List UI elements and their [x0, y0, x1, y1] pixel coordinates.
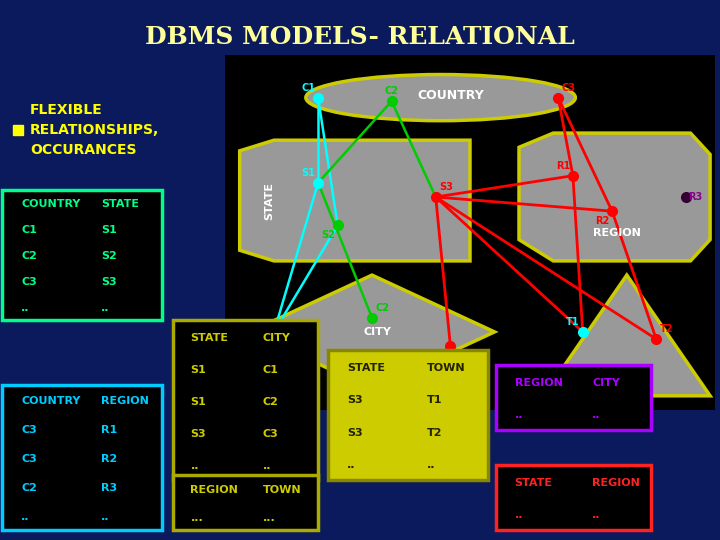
- Bar: [496, 465, 651, 530]
- Bar: [496, 365, 651, 430]
- Text: S1: S1: [102, 225, 117, 235]
- Text: C3: C3: [21, 425, 37, 435]
- Text: C2: C2: [21, 251, 37, 261]
- Text: R3: R3: [102, 483, 117, 493]
- Text: C3: C3: [454, 351, 467, 361]
- Text: REGION: REGION: [515, 378, 562, 388]
- Text: S2: S2: [102, 251, 117, 261]
- Text: ..: ..: [21, 512, 30, 522]
- Text: COUNTRY: COUNTRY: [21, 199, 81, 210]
- Text: R2: R2: [595, 216, 609, 226]
- Text: CITY: CITY: [363, 327, 391, 337]
- Text: ..: ..: [515, 410, 523, 420]
- Text: STATE: STATE: [515, 478, 553, 488]
- Text: C1: C1: [263, 364, 279, 375]
- Bar: [2, 190, 162, 320]
- Text: C2: C2: [21, 483, 37, 493]
- Text: C3: C3: [561, 83, 575, 92]
- Text: DBMS MODELS- RELATIONAL: DBMS MODELS- RELATIONAL: [145, 25, 575, 49]
- Text: C2: C2: [375, 303, 389, 313]
- Bar: [2, 385, 162, 530]
- Text: TOWN: TOWN: [608, 369, 646, 380]
- Bar: [328, 350, 488, 480]
- Text: REGION: REGION: [190, 485, 238, 495]
- Text: ..: ..: [427, 461, 436, 470]
- Text: ..: ..: [102, 303, 109, 313]
- Text: C3: C3: [21, 278, 37, 287]
- Text: S1: S1: [301, 168, 315, 178]
- Text: COUNTRY: COUNTRY: [21, 396, 81, 406]
- Text: REGION: REGION: [593, 228, 641, 238]
- Polygon shape: [519, 133, 710, 261]
- Text: S3: S3: [347, 395, 363, 406]
- Text: C3: C3: [21, 454, 37, 464]
- Text: R3: R3: [688, 192, 703, 202]
- Text: REDUNDANCY: REDUNDANCY: [30, 203, 139, 217]
- Text: STATE: STATE: [347, 363, 385, 373]
- Text: STATE: STATE: [102, 199, 139, 210]
- Ellipse shape: [306, 75, 575, 120]
- Text: STATE: STATE: [264, 181, 274, 220]
- Text: ...: ...: [190, 512, 203, 523]
- Text: C1: C1: [257, 337, 271, 347]
- Text: ...: ...: [263, 512, 276, 523]
- Polygon shape: [240, 140, 470, 261]
- Text: TOWN: TOWN: [427, 363, 466, 373]
- Text: TOWN: TOWN: [263, 485, 302, 495]
- Bar: [225, 55, 715, 410]
- Text: ..: ..: [347, 461, 356, 470]
- Text: ..: ..: [190, 461, 199, 470]
- Text: R2: R2: [102, 454, 117, 464]
- Text: T2: T2: [427, 428, 443, 438]
- Text: COUNTRY: COUNTRY: [417, 89, 484, 102]
- Polygon shape: [544, 275, 710, 396]
- Bar: [173, 320, 318, 480]
- Text: S1: S1: [190, 396, 206, 407]
- Text: S3: S3: [438, 182, 453, 192]
- Text: S1: S1: [190, 364, 206, 375]
- Text: STATE: STATE: [190, 333, 228, 342]
- Text: C2: C2: [263, 396, 279, 407]
- Text: ..: ..: [515, 510, 523, 521]
- Text: R1: R1: [102, 425, 117, 435]
- Text: ..: ..: [102, 512, 109, 522]
- Text: T2: T2: [660, 324, 673, 334]
- Text: CITY: CITY: [592, 378, 620, 388]
- Text: ..: ..: [21, 303, 30, 313]
- Text: C2: C2: [384, 86, 399, 96]
- Text: ..: ..: [592, 410, 600, 420]
- Text: FLEXIBLE
RELATIONSHIPS,
OCCURANCES: FLEXIBLE RELATIONSHIPS, OCCURANCES: [30, 104, 159, 157]
- Text: S2: S2: [321, 231, 335, 240]
- Text: C3: C3: [263, 429, 279, 438]
- Text: ..: ..: [263, 461, 271, 470]
- Text: C1: C1: [21, 225, 37, 235]
- Text: T1: T1: [566, 317, 580, 327]
- Text: R1: R1: [556, 161, 570, 171]
- Text: REGION: REGION: [102, 396, 149, 406]
- Text: REGION: REGION: [592, 478, 640, 488]
- Text: CITY: CITY: [263, 333, 291, 342]
- Text: ..: ..: [592, 510, 600, 521]
- Polygon shape: [250, 275, 495, 389]
- Bar: [173, 475, 318, 530]
- Text: C1: C1: [301, 83, 315, 92]
- Text: S3: S3: [102, 278, 117, 287]
- Text: S3: S3: [347, 428, 363, 438]
- Text: S3: S3: [190, 429, 206, 438]
- Text: T1: T1: [427, 395, 443, 406]
